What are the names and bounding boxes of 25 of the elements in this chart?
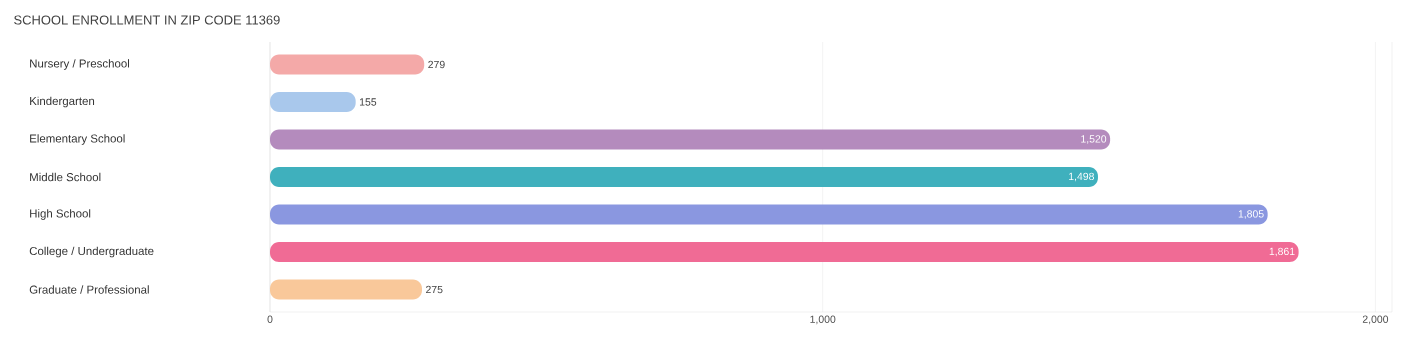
y-tick-label: Nursery / Preschool — [30, 59, 130, 70]
text: SCHOOL ENROLLMENT IN ZIP CODE 11369 — [14, 15, 280, 25]
y-tick-label: Middle School — [30, 172, 101, 182]
x-tick-label: 2,000 — [1362, 315, 1389, 325]
bar — [270, 279, 422, 300]
x-tick-label: 1,000 — [810, 315, 836, 325]
data-label: 1,520 — [1081, 135, 1107, 144]
bar — [270, 129, 1111, 150]
data-label: 1,498 — [1069, 172, 1094, 182]
y-tick-label: College / Undergraduate — [29, 246, 154, 258]
y-tick-label: Elementary School — [30, 134, 125, 145]
data-label: 1,861 — [1269, 247, 1295, 257]
bar — [270, 54, 425, 75]
y-tick-label: Graduate / Professional — [29, 285, 149, 294]
x-tick-label: 0 — [267, 315, 273, 323]
y-tick-label: Kindergarten — [30, 96, 95, 108]
data-label: 275 — [426, 285, 443, 294]
data-label: 279 — [428, 60, 445, 69]
data-label: 155 — [359, 98, 377, 106]
data-label: 1,805 — [1238, 210, 1264, 219]
bar — [270, 242, 1299, 262]
bar — [270, 204, 1268, 225]
bar — [270, 167, 1098, 187]
y-tick-label: High School — [30, 209, 91, 220]
bar — [270, 92, 356, 112]
